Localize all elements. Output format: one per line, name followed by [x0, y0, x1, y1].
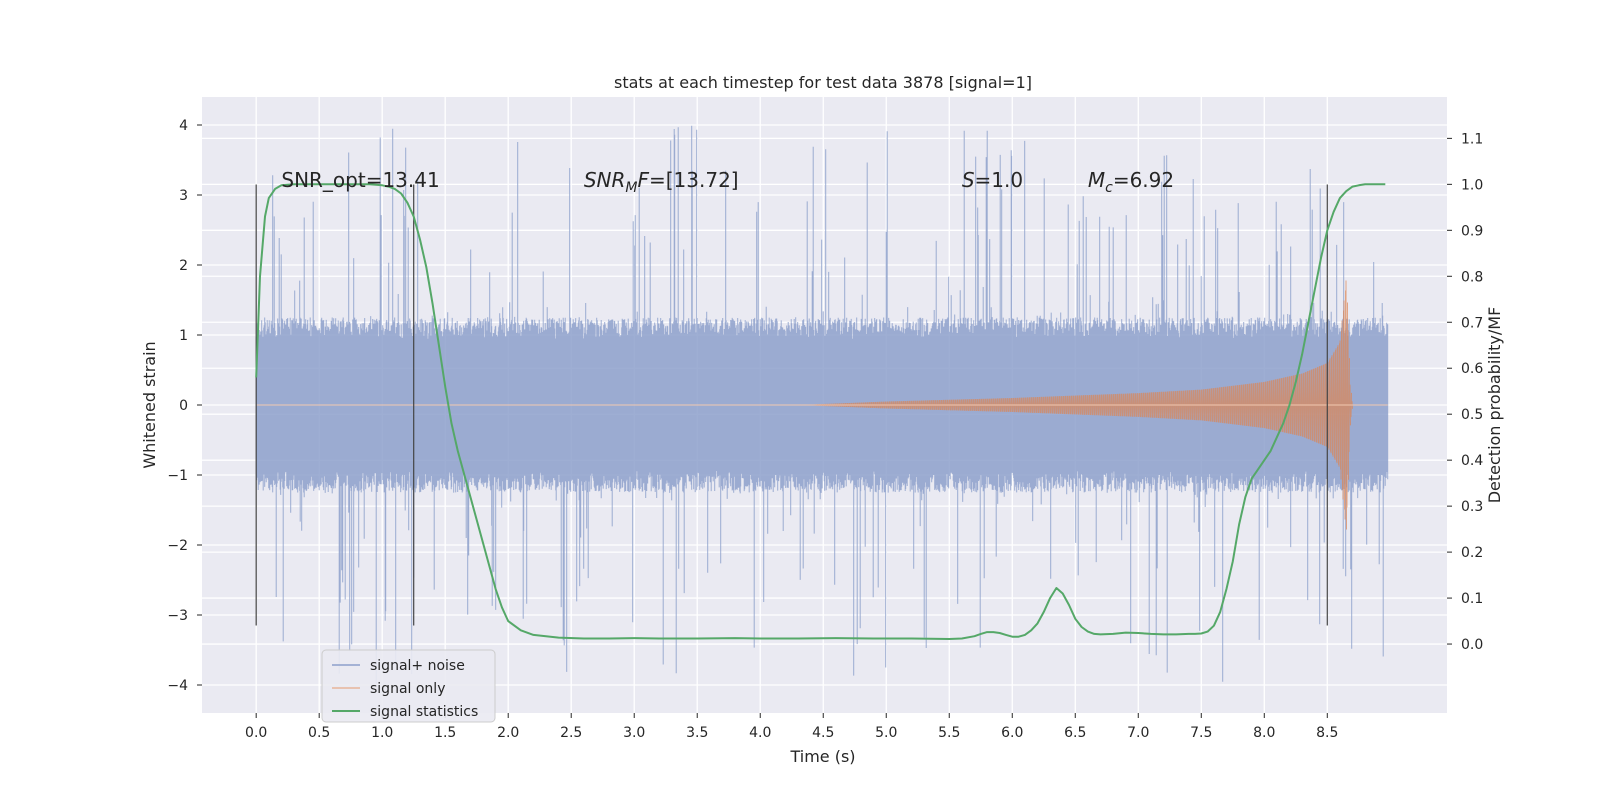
- chart-title: stats at each timestep for test data 387…: [614, 73, 1032, 92]
- y2-tick-label: 0.3: [1461, 499, 1483, 515]
- legend-label: signal+ noise: [370, 658, 465, 674]
- y2-tick-label: 0.4: [1461, 453, 1483, 469]
- y2-tick-label: 1.0: [1461, 177, 1483, 193]
- y-tick-label: −1: [167, 468, 188, 484]
- x-tick-label: 6.0: [1001, 725, 1023, 741]
- annotation-subscript: M: [625, 180, 637, 196]
- x-tick-label: 4.0: [749, 725, 771, 741]
- x-tick-label: 7.5: [1190, 725, 1212, 741]
- y-tick-label: −3: [167, 608, 188, 624]
- x-tick-label: 7.0: [1127, 725, 1149, 741]
- y-tick-label: 4: [179, 118, 188, 134]
- y2-tick-label: 0.2: [1461, 545, 1483, 561]
- annotation-2: S=1.0: [962, 168, 1023, 192]
- x-tick-label: 2.0: [497, 725, 519, 741]
- legend: signal+ noise signal only signal statistic…: [321, 649, 496, 723]
- y2-tick-label: 0.6: [1461, 361, 1483, 377]
- annotation-text: M: [1088, 168, 1105, 192]
- y2-tick-label: 0.7: [1461, 315, 1483, 331]
- x-tick-label: 5.5: [938, 725, 960, 741]
- annotation-text: SNR_opt=13.41: [281, 168, 439, 192]
- legend-label: signal statistics: [370, 704, 478, 720]
- legend-label: signal only: [370, 681, 445, 697]
- annotation-text: SNR: [584, 168, 626, 192]
- annotation-tail: F=[13.72]: [637, 168, 738, 192]
- y-tick-label: −4: [167, 678, 188, 694]
- legend-box: [321, 649, 496, 723]
- y2-tick-label: 0.0: [1461, 637, 1483, 653]
- x-tick-label: 4.5: [812, 725, 834, 741]
- x-tick-label: 3.0: [623, 725, 645, 741]
- x-tick-label: 1.5: [434, 725, 456, 741]
- x-tick-label: 1.0: [371, 725, 393, 741]
- y-axis-label: Whitened strain: [140, 341, 159, 468]
- y-tick-label: 1: [179, 328, 188, 344]
- annotation-tail: =6.92: [1113, 168, 1174, 192]
- x-tick-label: 8.5: [1316, 725, 1338, 741]
- series-signal-statistics: [255, 183, 1386, 640]
- y2-tick-label: 0.1: [1461, 591, 1483, 607]
- plot-area: 0.0 0.5 1.0 1.5 2.0 2.5 3.0 3.5 4.0 4.5 5.0 5.5 6.0 6…: [167, 97, 1483, 741]
- x-tick-label: 6.5: [1064, 725, 1086, 741]
- annotation-1: SNRMF=[13.72]: [584, 168, 739, 196]
- y2-tick-label: 0.5: [1461, 407, 1483, 423]
- y2-tick-label: 1.1: [1461, 131, 1483, 147]
- y-tick-label: 0: [179, 398, 188, 414]
- y2-axis-label: Detection probability/MF: [1485, 307, 1504, 504]
- x-tick-label: 5.0: [875, 725, 897, 741]
- annotation-0: SNR_opt=13.41: [281, 168, 439, 192]
- annotation-text: S: [962, 168, 975, 192]
- x-axis-label: Time (s): [789, 747, 855, 766]
- x-tick-label: 8.0: [1253, 725, 1275, 741]
- annotation-tail-rest: =[13.72]: [649, 168, 739, 192]
- y2-tick-label: 0.8: [1461, 269, 1483, 285]
- x-tick-label: 0.5: [308, 725, 330, 741]
- y2-tick-label: 0.9: [1461, 223, 1483, 239]
- y-tick-label: 3: [179, 188, 188, 204]
- annotation-tail: =1.0: [975, 168, 1024, 192]
- annotation-tail-italic: F: [637, 168, 649, 192]
- annotation-3: Mc=6.92: [1088, 168, 1174, 196]
- x-tick-label: 3.5: [686, 725, 708, 741]
- y-tick-label: −2: [167, 538, 188, 554]
- annotation-subscript: c: [1105, 180, 1113, 196]
- x-tick-label: 2.5: [560, 725, 582, 741]
- x-tick-label: 0.0: [245, 725, 267, 741]
- y-tick-label: 2: [179, 258, 188, 274]
